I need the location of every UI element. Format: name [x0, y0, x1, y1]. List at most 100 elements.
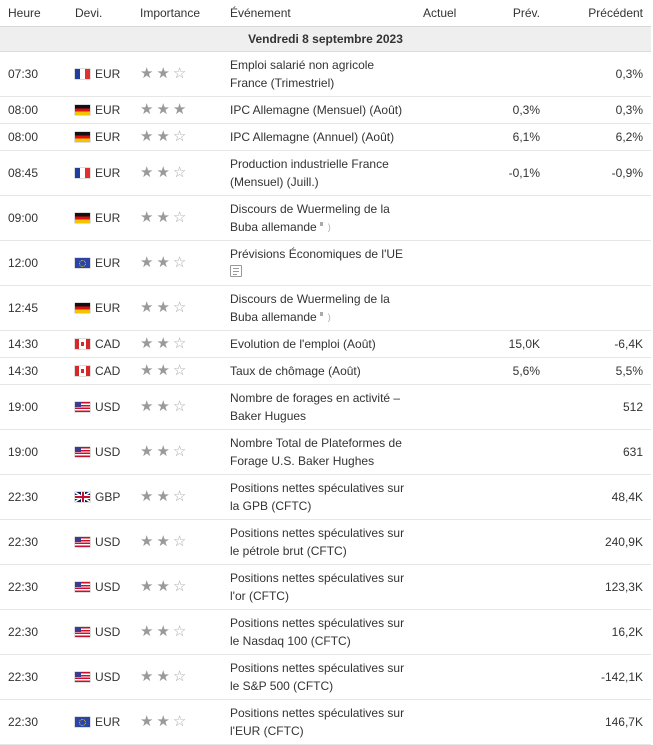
currency-code: EUR: [95, 210, 121, 225]
event-name[interactable]: Discours de Wuermeling de la Buba allema…: [230, 201, 390, 234]
event-name-cell[interactable]: Emploi salarié non agricole France (Trim…: [222, 51, 415, 97]
event-currency: CAD: [67, 330, 132, 358]
event-currency: USD: [67, 384, 132, 430]
table-row[interactable]: 08:00 EUR ★ ★ ☆ IPC Allemagne (Annuel) (Ao…: [0, 123, 651, 151]
importance-stars: ★ ★ ☆: [132, 519, 222, 565]
table-row[interactable]: 14:30 CAD ★ ★ ☆ Taux de chômage (Août) 5,6…: [0, 357, 651, 385]
col-time-header[interactable]: Heure: [0, 0, 67, 27]
event-currency: EUR: [67, 96, 132, 124]
importance-stars: ★ ★ ★: [132, 96, 222, 124]
table-row[interactable]: 22:30 USD ★ ★ ☆ Positions nettes spéculati…: [0, 564, 651, 610]
document-icon[interactable]: [230, 264, 242, 277]
col-event-header[interactable]: Événement: [222, 0, 415, 27]
date-label: Vendredi 8 septembre 2023: [0, 26, 651, 52]
event-name-cell[interactable]: Discours de Wuermeling de la Buba allema…: [222, 195, 415, 241]
event-name-cell[interactable]: IPC Allemagne (Annuel) (Août): [222, 123, 415, 151]
star-outline-icon: ☆: [172, 488, 187, 505]
event-name-cell[interactable]: Positions nettes spéculatives sur l'or (…: [222, 564, 415, 610]
speaker-icon[interactable]: [319, 218, 332, 229]
table-row[interactable]: 22:30 USD ★ ★ ☆ Positions nettes spéculati…: [0, 654, 651, 700]
flag-fr-icon: [75, 68, 90, 79]
event-name-cell[interactable]: Prévisions Économiques de l'UE: [222, 240, 415, 286]
event-name[interactable]: Emploi salarié non agricole France (Trim…: [230, 57, 375, 90]
col-previous-header[interactable]: Précédent: [548, 0, 651, 27]
col-importance-header[interactable]: Importance: [132, 0, 222, 27]
event-actual: [415, 123, 475, 151]
event-name-cell[interactable]: Production industrielle France (Mensuel)…: [222, 150, 415, 196]
table-row[interactable]: 22:30 USD ★ ★ ☆ Positions nettes spéculati…: [0, 609, 651, 655]
event-name-cell[interactable]: Discours de Wuermeling de la Buba allema…: [222, 285, 415, 331]
col-forecast-header[interactable]: Prév.: [475, 0, 548, 27]
event-name[interactable]: Positions nettes spéculatives sur l'or (…: [230, 570, 405, 603]
event-name-cell[interactable]: Taux de chômage (Août): [222, 357, 415, 385]
event-name-cell[interactable]: Positions nettes spéculatives sur le Nas…: [222, 609, 415, 655]
event-name[interactable]: IPC Allemagne (Mensuel) (Août): [230, 102, 403, 117]
table-row[interactable]: 08:45 EUR ★ ★ ☆ Production industrielle Fr…: [0, 150, 651, 196]
event-name[interactable]: Nombre de forages en activité – Baker Hu…: [230, 390, 401, 423]
star-filled-icon: ★: [140, 362, 154, 379]
event-name-cell[interactable]: IPC Allemagne (Mensuel) (Août): [222, 96, 415, 124]
event-name-cell[interactable]: Positions nettes spéculatives sur le S&P…: [222, 654, 415, 700]
star-filled-icon: ★: [156, 101, 170, 118]
event-name-cell[interactable]: Positions nettes spéculatives sur l'EUR …: [222, 699, 415, 745]
star-filled-icon: ★: [156, 533, 170, 550]
event-name-cell[interactable]: Nombre de forages en activité – Baker Hu…: [222, 384, 415, 430]
star-outline-icon: ☆: [172, 398, 187, 415]
event-actual: [415, 519, 475, 565]
date-row: Vendredi 8 septembre 2023: [0, 26, 651, 52]
event-name[interactable]: IPC Allemagne (Annuel) (Août): [230, 129, 395, 144]
event-name[interactable]: Production industrielle France (Mensuel)…: [230, 156, 389, 189]
table-row[interactable]: 22:30 GBP ★ ★ ☆ Positions nettes spéculati…: [0, 474, 651, 520]
event-name[interactable]: Positions nettes spéculatives sur le pét…: [230, 525, 405, 558]
event-name[interactable]: Discours de Wuermeling de la Buba allema…: [230, 291, 390, 324]
event-name-cell[interactable]: Positions nettes spéculatives sur la GPB…: [222, 474, 415, 520]
table-row[interactable]: 22:30 USD ★ ★ ☆ Positions nettes spéculati…: [0, 519, 651, 565]
table-row[interactable]: 07:30 EUR ★ ★ ☆ Emploi salarié non agricol…: [0, 51, 651, 97]
event-forecast: [475, 519, 548, 565]
table-row[interactable]: 19:00 USD ★ ★ ☆ Nombre de forages en activ…: [0, 384, 651, 430]
event-previous: -142,1K: [548, 654, 651, 700]
importance-stars: ★ ★ ☆: [132, 609, 222, 655]
event-name[interactable]: Positions nettes spéculatives sur la GPB…: [230, 480, 405, 513]
event-name-cell[interactable]: Nombre Total de Plateformes de Forage U.…: [222, 429, 415, 475]
star-outline-icon: ☆: [172, 335, 187, 352]
table-row[interactable]: 19:00 USD ★ ★ ☆ Nombre Total de Plateforme…: [0, 429, 651, 475]
table-row[interactable]: 14:30 CAD ★ ★ ☆ Evolution de l'emploi (Aoû…: [0, 330, 651, 358]
star-filled-icon: ★: [140, 299, 154, 316]
event-actual: [415, 285, 475, 331]
flag-ca-icon: [75, 365, 90, 376]
event-name-cell[interactable]: Evolution de l'emploi (Août): [222, 330, 415, 358]
event-currency: CAD: [67, 357, 132, 385]
col-actual-header[interactable]: Actuel: [415, 0, 475, 27]
event-name[interactable]: Positions nettes spéculatives sur le Nas…: [230, 615, 405, 648]
event-name[interactable]: Positions nettes spéculatives sur le S&P…: [230, 660, 405, 693]
table-row[interactable]: 22:30 EUR ★ ★ ☆ Positions nettes spéculati…: [0, 699, 651, 745]
event-time: 14:30: [0, 330, 67, 358]
event-name[interactable]: Positions nettes spéculatives sur l'EUR …: [230, 705, 405, 738]
event-previous: 48,4K: [548, 474, 651, 520]
star-outline-icon: ☆: [172, 578, 187, 595]
table-row[interactable]: 09:00 EUR ★ ★ ☆ Discours de Wuermeling de …: [0, 195, 651, 241]
event-time: 19:00: [0, 429, 67, 475]
star-outline-icon: ☆: [172, 713, 187, 730]
table-row[interactable]: 12:00 EUR ★ ★ ☆ Prévisions Économiques de …: [0, 240, 651, 286]
star-filled-icon: ★: [156, 254, 170, 271]
event-name[interactable]: Prévisions Économiques de l'UE: [230, 246, 404, 261]
event-name-cell[interactable]: Positions nettes spéculatives sur le pét…: [222, 519, 415, 565]
table-row[interactable]: 08:00 EUR ★ ★ ★ IPC Allemagne (Mensuel) (A…: [0, 96, 651, 124]
speaker-icon[interactable]: [319, 308, 332, 319]
event-actual: [415, 699, 475, 745]
star-filled-icon: ★: [156, 398, 170, 415]
event-previous: 240,9K: [548, 519, 651, 565]
star-filled-icon: ★: [140, 578, 154, 595]
flag-de-icon: [75, 302, 90, 313]
event-name[interactable]: Nombre Total de Plateformes de Forage U.…: [230, 435, 402, 468]
currency-code: EUR: [95, 165, 121, 180]
table-row[interactable]: 12:45 EUR ★ ★ ☆ Discours de Wuermeling de …: [0, 285, 651, 331]
event-forecast: 0,3%: [475, 96, 548, 124]
event-name[interactable]: Evolution de l'emploi (Août): [230, 336, 376, 351]
event-name[interactable]: Taux de chômage (Août): [230, 363, 361, 378]
currency-code: USD: [95, 624, 121, 639]
col-currency-header[interactable]: Devi.: [67, 0, 132, 27]
currency-code: GBP: [95, 489, 121, 504]
